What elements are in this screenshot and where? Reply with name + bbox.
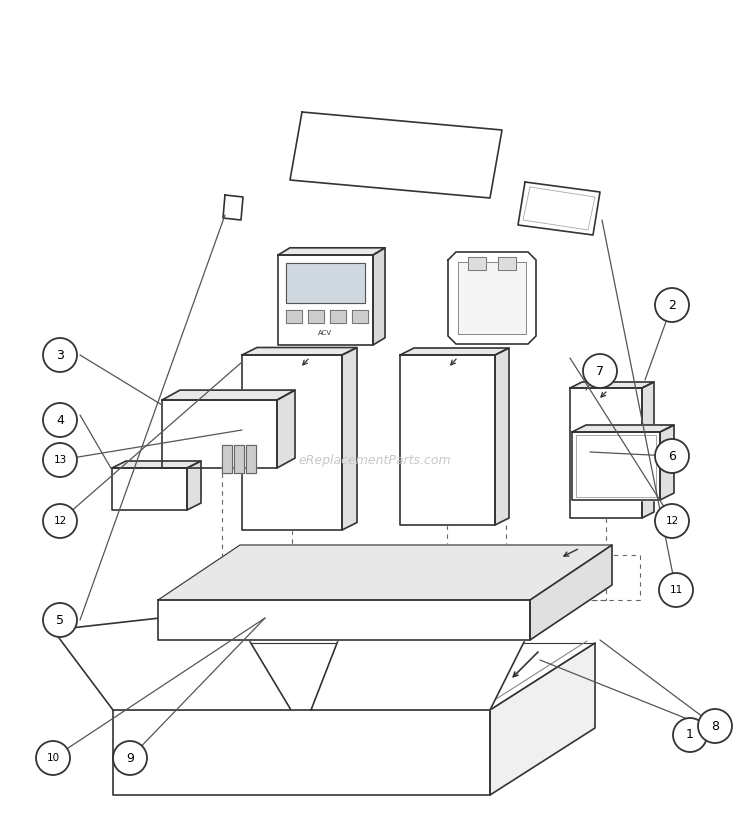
Circle shape [43,443,77,477]
Polygon shape [495,348,509,525]
Text: 1: 1 [686,729,694,742]
Polygon shape [570,382,654,388]
Polygon shape [448,252,536,344]
Polygon shape [113,710,490,795]
Polygon shape [572,425,674,432]
Polygon shape [311,600,545,710]
Polygon shape [400,355,495,525]
Text: 9: 9 [126,751,134,764]
Polygon shape [530,545,612,640]
Circle shape [655,288,689,322]
Polygon shape [660,425,674,500]
Text: 13: 13 [53,455,67,465]
Text: 11: 11 [669,585,682,595]
Text: 5: 5 [56,614,64,627]
Circle shape [655,439,689,473]
Polygon shape [352,310,368,323]
Polygon shape [242,347,357,355]
Circle shape [36,741,70,775]
Polygon shape [277,390,295,468]
Circle shape [43,403,77,437]
Polygon shape [286,310,302,323]
Polygon shape [498,257,516,270]
Polygon shape [468,257,486,270]
Text: 8: 8 [711,720,719,733]
Circle shape [655,504,689,538]
Polygon shape [242,355,342,530]
Circle shape [659,573,693,607]
Polygon shape [290,112,502,198]
Text: eReplacementParts.com: eReplacementParts.com [298,453,452,466]
Polygon shape [162,400,277,468]
Polygon shape [458,262,526,334]
Circle shape [583,354,617,388]
Polygon shape [342,347,357,530]
Circle shape [43,504,77,538]
Text: 12: 12 [53,516,67,526]
Text: 3: 3 [56,349,64,362]
Polygon shape [222,445,232,473]
Polygon shape [223,195,243,220]
Polygon shape [53,610,291,710]
Polygon shape [112,461,201,468]
Polygon shape [286,263,365,303]
Polygon shape [570,388,642,518]
Circle shape [43,603,77,637]
Polygon shape [234,445,244,473]
Circle shape [673,718,707,752]
Circle shape [43,338,77,372]
Polygon shape [246,445,256,473]
Text: 10: 10 [46,753,59,763]
Polygon shape [278,255,373,345]
Text: 6: 6 [668,450,676,462]
Polygon shape [490,643,595,795]
Polygon shape [162,390,295,400]
Text: ACV: ACV [318,330,332,336]
Polygon shape [158,600,530,640]
Polygon shape [158,545,612,600]
Polygon shape [373,248,385,345]
Circle shape [698,709,732,743]
Text: 4: 4 [56,413,64,426]
Polygon shape [308,310,324,323]
Polygon shape [642,382,654,518]
Text: 2: 2 [668,298,676,311]
Polygon shape [572,432,660,500]
Polygon shape [518,182,600,235]
Polygon shape [112,468,187,510]
Polygon shape [278,248,385,255]
Text: 7: 7 [596,364,604,377]
Text: 12: 12 [665,516,679,526]
Polygon shape [330,310,346,323]
Polygon shape [400,348,509,355]
Circle shape [113,741,147,775]
Polygon shape [187,461,201,510]
